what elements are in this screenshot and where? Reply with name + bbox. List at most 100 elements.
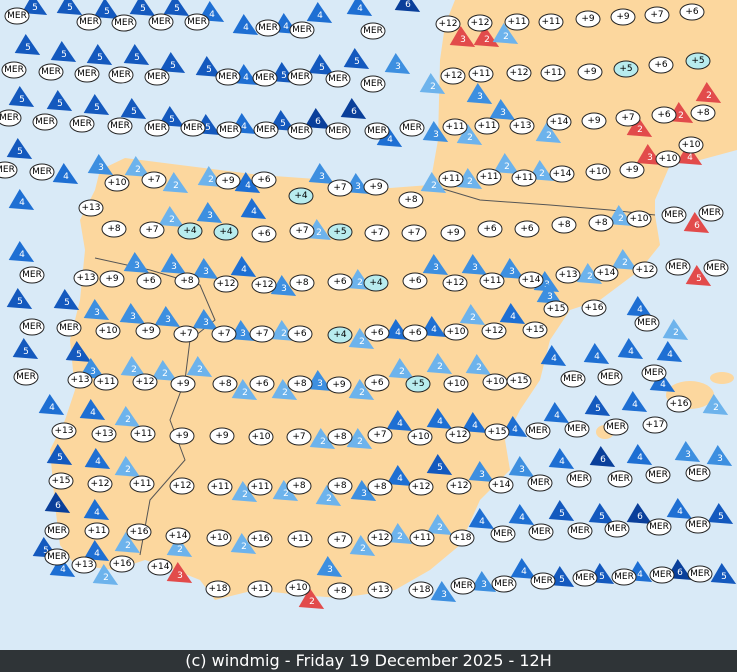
marker-oval (641, 364, 667, 382)
wind-speed: 2 (484, 35, 490, 45)
marker-label: +6 (333, 277, 347, 287)
wind-arrow: 5 (120, 97, 147, 119)
wind-speed: 4 (479, 517, 485, 527)
wind-speed: 2 (587, 272, 593, 282)
marker-label: +6 (520, 224, 534, 234)
wind-speed: 2 (430, 82, 436, 92)
wind-arrow: 4 (499, 302, 526, 324)
arrow-shape (84, 447, 111, 469)
wind-speed: 6 (677, 568, 683, 578)
arrow-shape (231, 480, 258, 502)
marker-label: MER (72, 119, 92, 129)
marker-label: MER (690, 569, 710, 579)
marker-oval (398, 191, 424, 209)
arrow-shape (540, 344, 567, 366)
marker-label: +9 (141, 326, 155, 336)
marker-oval (252, 69, 278, 87)
wind-speed: 5 (170, 61, 176, 71)
marker-oval (247, 478, 273, 496)
wind-speed: 3 (94, 308, 100, 318)
arrow-shape (158, 205, 185, 227)
wind-speed: 3 (317, 379, 323, 389)
marker-label: MER (688, 468, 708, 478)
arrow-shape (83, 298, 110, 320)
wind-arrow: 2 (231, 378, 258, 400)
wind-speed: 2 (467, 133, 473, 143)
marker-oval (549, 165, 575, 183)
wind-arrow: 4 (386, 409, 413, 431)
marker-oval (327, 326, 353, 344)
marker-label: +13 (77, 273, 96, 283)
wind-arrow: 2 (315, 484, 342, 506)
wind-speed: 2 (177, 545, 183, 555)
arrow-shape (706, 444, 733, 466)
arrow-shape (461, 253, 488, 275)
wind-speed: 5 (354, 57, 360, 67)
wind-speed: 3 (433, 130, 439, 140)
arrow-shape (548, 499, 575, 521)
wind-arrow: 3 (196, 201, 223, 223)
wind-arrow: 2 (348, 327, 375, 349)
marker-oval (651, 106, 677, 124)
marker-label: +14 (597, 268, 616, 278)
marker-oval (327, 223, 353, 241)
marker-oval (687, 565, 713, 583)
marker-oval (249, 375, 275, 393)
marker-oval (215, 172, 241, 190)
marker-label: MER (648, 470, 668, 480)
footer: (c) windmig - Friday 19 December 2025 - … (0, 650, 737, 672)
wind-speed: 4 (395, 328, 401, 338)
arrow-shape (87, 153, 114, 175)
arrow-shape (166, 535, 193, 557)
marker-oval (19, 318, 45, 336)
marker-label: MER (701, 208, 721, 218)
arrow-shape (93, 0, 120, 19)
marker-label: +7 (292, 432, 305, 442)
arrow-shape (123, 251, 150, 273)
marker-oval (530, 572, 556, 590)
marker-label: MER (114, 18, 134, 28)
marker-oval (107, 117, 133, 135)
marker-oval (446, 477, 472, 495)
marker-oval (327, 582, 353, 600)
marker-label: +11 (478, 121, 497, 131)
wind-speed: 5 (97, 53, 103, 63)
arrow-shape (710, 562, 737, 584)
marker-label: +5 (333, 227, 346, 237)
wind-speed: 2 (197, 365, 203, 375)
marker-label: MER (32, 167, 52, 177)
wind-arrow: 2 (388, 357, 415, 379)
marker-oval (477, 220, 503, 238)
marker-label: +12 (446, 278, 465, 288)
arrow-shape (386, 464, 413, 486)
marker-oval (327, 179, 353, 197)
wind-speed: 4 (243, 73, 249, 83)
marker-label: +11 (97, 377, 116, 387)
wind-speed: 2 (103, 573, 109, 583)
marker-oval (449, 529, 475, 547)
marker-label: +12 (450, 481, 469, 491)
marker-label: +13 (371, 585, 390, 595)
arrow-shape (430, 580, 457, 602)
wind-speed: 4 (472, 421, 478, 431)
marker-oval (527, 474, 553, 492)
wind-arrow: 2 (166, 535, 193, 557)
marker-oval (327, 477, 353, 495)
wind-arrow: 2 (465, 353, 492, 375)
arrow-shape (83, 93, 110, 115)
wind-speed: 2 (359, 388, 365, 398)
wind-speed: 4 (397, 419, 403, 429)
wind-arrow: 5 (65, 340, 92, 362)
marker-oval (613, 60, 639, 78)
wind-speed: 3 (319, 172, 325, 182)
wind-speed: 4 (63, 172, 69, 182)
marker-oval (216, 121, 242, 139)
marker-oval (402, 272, 428, 290)
marker-label: +10 (99, 326, 118, 336)
marker-label: +14 (550, 117, 569, 127)
wind-speed: 4 (521, 567, 527, 577)
marker-label: +6 (370, 378, 384, 388)
marker-label: +16 (585, 303, 604, 313)
wind-speed: 3 (171, 262, 177, 272)
marker-oval (522, 321, 548, 339)
